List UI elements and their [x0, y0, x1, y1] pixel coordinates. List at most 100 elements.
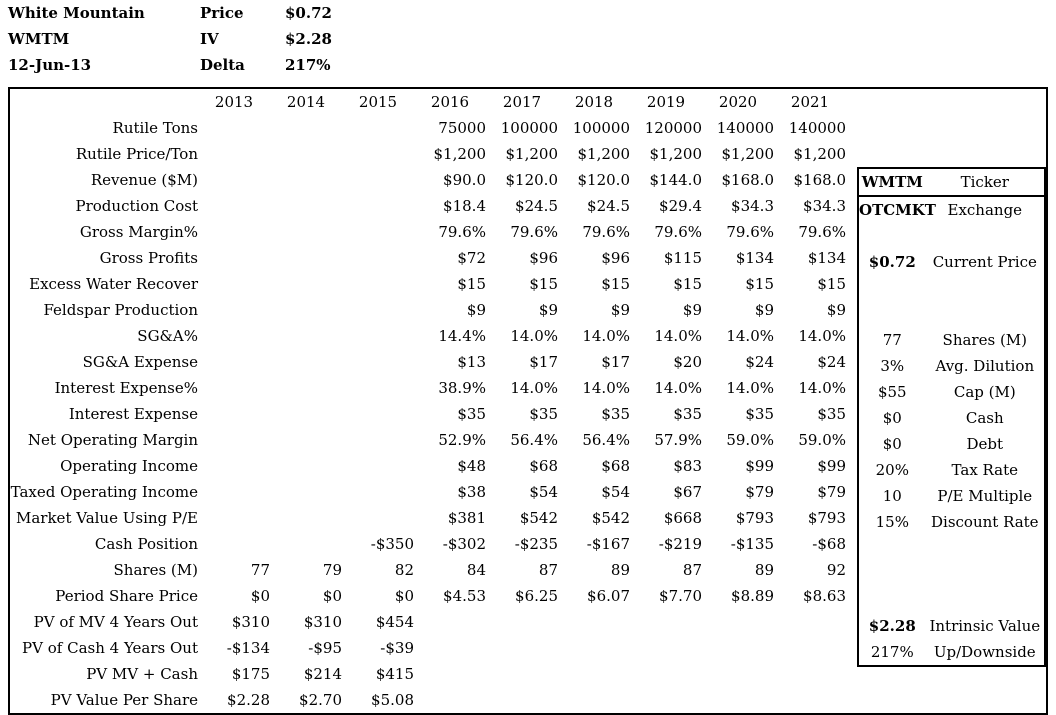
summary-box: WMTM Ticker OTCMKT Exchange $0.72 Current Pri… [857, 167, 1046, 667]
value-cell: $35 [817, 405, 846, 423]
value-cell: 82 [394, 561, 414, 579]
value-cell [198, 141, 270, 167]
value-cell: 14.4% [438, 327, 486, 345]
value-cell [270, 141, 342, 167]
row-label: Production Cost [75, 197, 198, 215]
summary-value: 217% [870, 643, 914, 661]
table-row: Production Cost $18.4 $24.5 $24.5 $29.4 $34.3… [10, 193, 846, 219]
value-cell: $454 [375, 613, 414, 631]
value-cell [414, 609, 486, 635]
value-cell: 77 [250, 561, 270, 579]
value-cell: $24.5 [515, 197, 558, 215]
value-cell: $99 [817, 457, 846, 475]
summary-label: P/E Multiple [937, 487, 1033, 505]
summary-row: 3% Avg. Dilution [859, 353, 1044, 379]
value-cell [198, 271, 270, 297]
value-cell: 75000 [438, 119, 486, 137]
value-cell [342, 427, 414, 453]
summary-label: Ticker [960, 173, 1009, 191]
row-label: Rutile Price/Ton [75, 145, 198, 163]
summary-label: Current Price [932, 253, 1037, 271]
value-cell: 87 [538, 561, 558, 579]
value-cell [270, 167, 342, 193]
summary-label: Discount Rate [931, 513, 1039, 531]
row-label: Taxed Operating Income [10, 483, 198, 501]
value-cell: $0 [322, 587, 342, 605]
value-cell [558, 609, 630, 635]
value-cell: $83 [673, 457, 702, 475]
summary-row [859, 535, 1044, 561]
value-cell: $7.70 [659, 587, 702, 605]
value-cell [342, 505, 414, 531]
value-cell: 14.0% [726, 379, 774, 397]
value-cell [198, 193, 270, 219]
value-cell: $120.0 [505, 171, 559, 189]
table-row: PV Value Per Share $2.28 $2.70 $5.08 [10, 687, 846, 713]
summary-value: WMTM [861, 173, 923, 191]
value-cell: 59.0% [798, 431, 846, 449]
value-cell [558, 635, 630, 661]
value-cell: $2.28 [227, 691, 270, 709]
value-cell: 120000 [644, 119, 702, 137]
row-label: Gross Profits [99, 249, 198, 267]
value-cell: $9 [682, 301, 702, 319]
value-cell: $9 [466, 301, 486, 319]
iv-label: IV [200, 30, 219, 48]
value-cell [270, 427, 342, 453]
delta-label: Delta [200, 56, 245, 74]
summary-value [859, 223, 926, 249]
value-cell: 59.0% [726, 431, 774, 449]
value-cell: $8.89 [731, 587, 774, 605]
value-cell: $168.0 [793, 171, 847, 189]
summary-row [859, 561, 1044, 587]
row-label: PV of MV 4 Years Out [33, 613, 198, 631]
row-label: Interest Expense [68, 405, 198, 423]
value-cell [702, 687, 774, 713]
row-label: Rutile Tons [112, 119, 198, 137]
value-cell: $96 [529, 249, 558, 267]
value-cell: $115 [663, 249, 702, 267]
year-column-header: 2013 [214, 93, 254, 111]
value-cell: $2.70 [299, 691, 342, 709]
table-row: Revenue ($M) $90.0 $120.0 $120.0 $144.0 $168.… [10, 167, 846, 193]
value-cell [270, 401, 342, 427]
value-cell [558, 661, 630, 687]
value-cell: $4.53 [443, 587, 486, 605]
value-cell: 140000 [788, 119, 846, 137]
model-table-container: 2013 2014 2015 2016 2017 2018 2019 2020 2021 Rut… [8, 87, 1048, 715]
summary-value: 20% [875, 461, 909, 479]
value-cell: $1,200 [793, 145, 847, 163]
header-row-3: 12-Jun-13 Delta 217% [0, 52, 520, 78]
value-cell [270, 297, 342, 323]
row-label: SG&A Expense [82, 353, 198, 371]
value-cell: $17 [601, 353, 630, 371]
value-cell: 14.0% [654, 327, 702, 345]
summary-row: 15% Discount Rate [859, 509, 1044, 535]
value-cell: $5.08 [371, 691, 414, 709]
value-cell [198, 427, 270, 453]
iv-value: $2.28 [285, 30, 332, 48]
value-cell [342, 453, 414, 479]
summary-row: OTCMKT Exchange [859, 197, 1044, 223]
value-cell [270, 219, 342, 245]
value-cell [270, 245, 342, 271]
value-cell: $15 [457, 275, 486, 293]
value-cell: $35 [529, 405, 558, 423]
value-cell: $99 [745, 457, 774, 475]
value-cell [486, 687, 558, 713]
row-label: SG&A% [137, 327, 198, 345]
value-cell: $0 [250, 587, 270, 605]
value-cell: $381 [447, 509, 486, 527]
value-cell: $793 [807, 509, 846, 527]
value-cell: $9 [754, 301, 774, 319]
value-cell [414, 687, 486, 713]
summary-label [926, 301, 1044, 327]
year-column-header: 2016 [430, 93, 470, 111]
year-column-header: 2018 [574, 93, 614, 111]
value-cell [342, 323, 414, 349]
report-date: 12-Jun-13 [8, 56, 92, 74]
value-cell [630, 687, 702, 713]
value-cell [198, 479, 270, 505]
value-cell: $9 [826, 301, 846, 319]
value-cell: $34.3 [803, 197, 846, 215]
